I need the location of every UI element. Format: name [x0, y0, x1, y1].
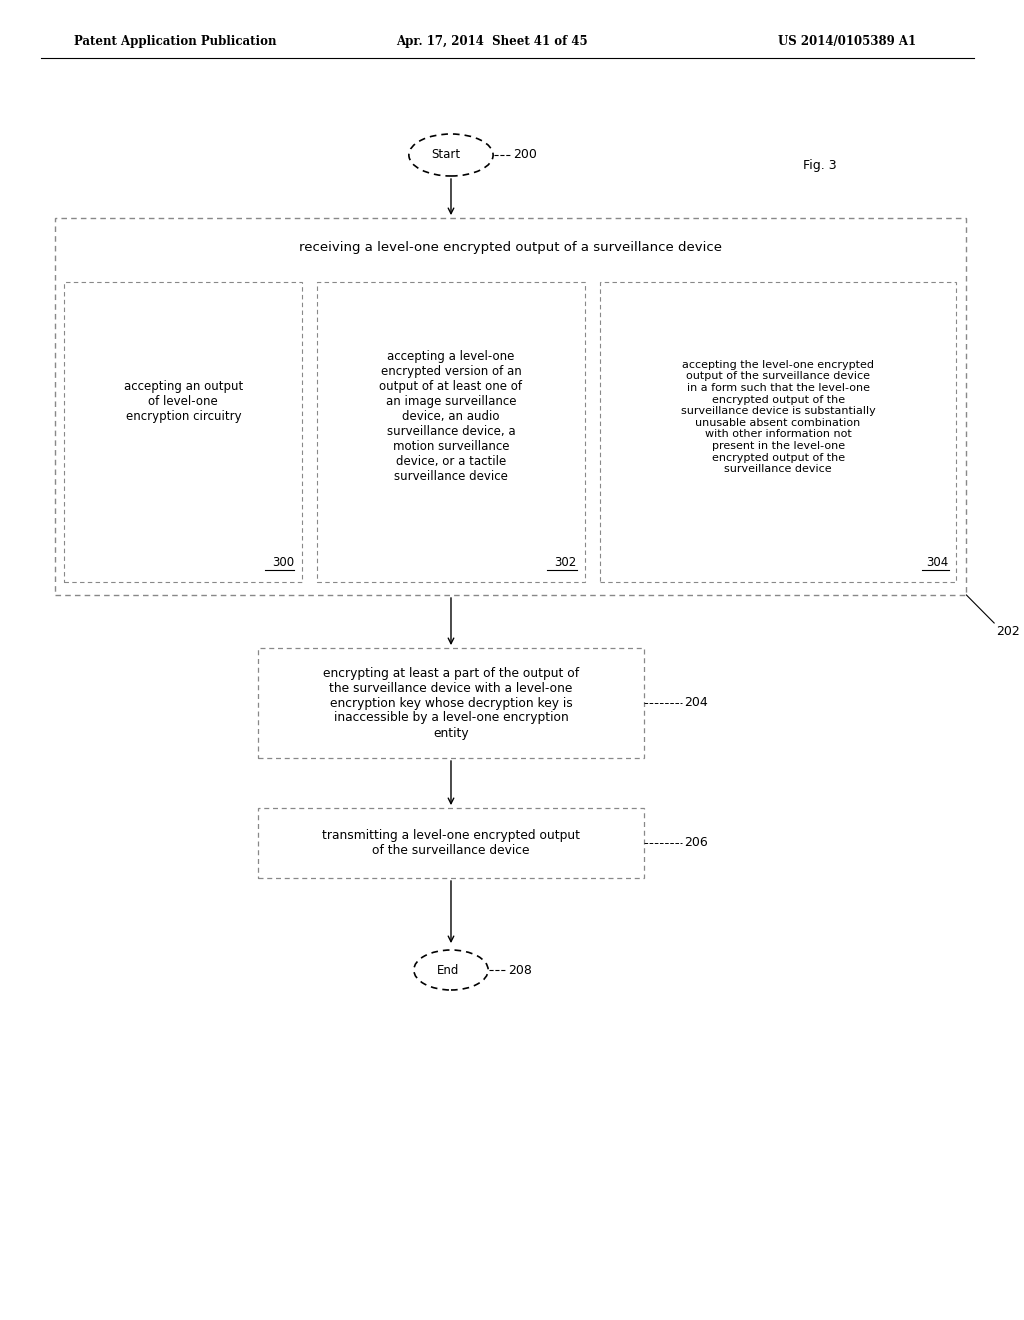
Text: Start: Start — [431, 149, 461, 161]
Text: End: End — [437, 964, 459, 977]
Text: Patent Application Publication: Patent Application Publication — [75, 36, 276, 48]
Text: Apr. 17, 2014  Sheet 41 of 45: Apr. 17, 2014 Sheet 41 of 45 — [396, 36, 588, 48]
Text: Fig. 3: Fig. 3 — [803, 158, 837, 172]
Text: encrypting at least a part of the output of
the surveillance device with a level: encrypting at least a part of the output… — [323, 667, 579, 739]
Text: receiving a level-one encrypted output of a surveillance device: receiving a level-one encrypted output o… — [299, 242, 722, 255]
Text: 204: 204 — [684, 697, 708, 710]
Text: accepting an output
of level-one
encryption circuitry: accepting an output of level-one encrypt… — [124, 380, 243, 424]
Text: accepting the level-one encrypted
output of the surveillance device
in a form su: accepting the level-one encrypted output… — [681, 360, 876, 474]
Text: 206: 206 — [684, 837, 708, 850]
Text: 302: 302 — [555, 556, 577, 569]
Text: 300: 300 — [272, 556, 294, 569]
Text: transmitting a level-one encrypted output
of the surveillance device: transmitting a level-one encrypted outpu… — [322, 829, 580, 857]
Text: US 2014/0105389 A1: US 2014/0105389 A1 — [778, 36, 916, 48]
Text: 304: 304 — [927, 556, 948, 569]
Text: 202: 202 — [996, 624, 1020, 638]
Text: 208: 208 — [509, 964, 532, 977]
Text: accepting a level-one
encrypted version of an
output of at least one of
an image: accepting a level-one encrypted version … — [380, 351, 522, 483]
Text: 200: 200 — [513, 149, 538, 161]
